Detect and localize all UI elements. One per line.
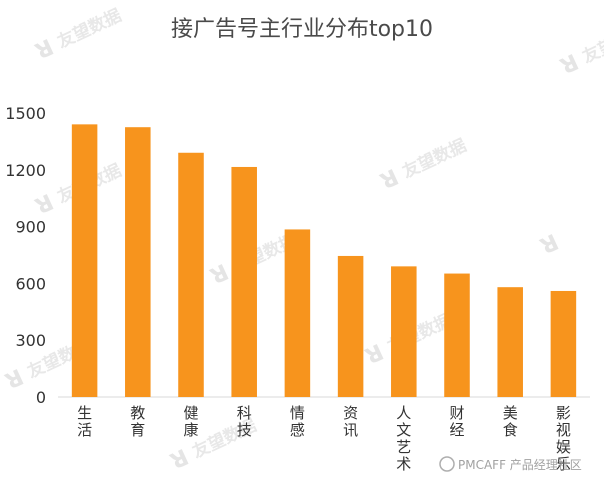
y-tick-label: 1500 [5, 104, 46, 123]
watermark-logo: ꓤ [537, 231, 563, 261]
svg-text:友望数据: 友望数据 [54, 5, 125, 53]
bar-5 [337, 255, 364, 397]
x-tick-label: 美食 [503, 404, 518, 439]
x-tick-label: 科技 [237, 404, 252, 439]
x-tick-label: 资讯 [343, 404, 358, 439]
y-tick-label: 0 [36, 388, 46, 407]
x-tick-label: 财经 [449, 404, 464, 439]
svg-text:ꓤ: ꓤ [2, 366, 28, 396]
svg-text:ꓤ: ꓤ [377, 166, 403, 196]
bar-6 [391, 266, 417, 397]
svg-text:ꓤ: ꓤ [207, 261, 233, 291]
y-tick-label: 300 [15, 331, 46, 350]
x-tick-label: 生活 [77, 404, 92, 439]
x-tick-label: 影视娱乐 [556, 404, 571, 473]
bar-4 [284, 229, 311, 397]
x-axis-labels: 生活 教育 健康 科技 情感 资讯 人文艺术 财经 美食 影视娱乐 [77, 404, 571, 473]
watermark-logo: ꓤ 友望数据 [557, 20, 604, 81]
x-tick-label: 人文艺术 [396, 404, 411, 473]
bar-8 [497, 287, 523, 397]
y-tick-label: 600 [15, 274, 46, 293]
bar-7 [444, 273, 470, 397]
bar-1 [125, 127, 151, 397]
credit-text: PMCAFF 产品经理社区 [458, 457, 582, 472]
chart-title: 接广告号主行业分布top10 [171, 17, 433, 42]
credit-logo-icon [439, 456, 455, 472]
bar-0 [71, 124, 98, 398]
credit-watermark: PMCAFF 产品经理社区 [439, 456, 582, 472]
bar-9 [550, 290, 577, 397]
svg-text:ꓤ: ꓤ [557, 51, 583, 81]
svg-text:ꓤ: ꓤ [362, 341, 388, 371]
y-axis: 0 300 600 900 1200 1500 [5, 104, 46, 407]
x-tick-label: 健康 [183, 404, 198, 439]
bars [71, 124, 577, 398]
svg-text:友望数据: 友望数据 [579, 20, 604, 68]
svg-text:友望数据: 友望数据 [399, 135, 470, 183]
svg-text:ꓤ: ꓤ [167, 446, 193, 476]
svg-text:ꓤ: ꓤ [32, 191, 58, 221]
svg-text:ꓤ: ꓤ [537, 231, 563, 261]
svg-text:ꓤ: ꓤ [32, 36, 58, 66]
watermark-logo: ꓤ 友望数据 [377, 135, 470, 196]
y-tick-label: 900 [15, 218, 46, 237]
x-tick-label: 情感 [290, 404, 305, 439]
y-tick-label: 1200 [5, 161, 46, 180]
x-tick-label: 教育 [130, 404, 145, 439]
bar-3 [231, 166, 257, 397]
watermark-logo: ꓤ 友望数据 [32, 5, 125, 66]
bar-2 [178, 152, 204, 397]
